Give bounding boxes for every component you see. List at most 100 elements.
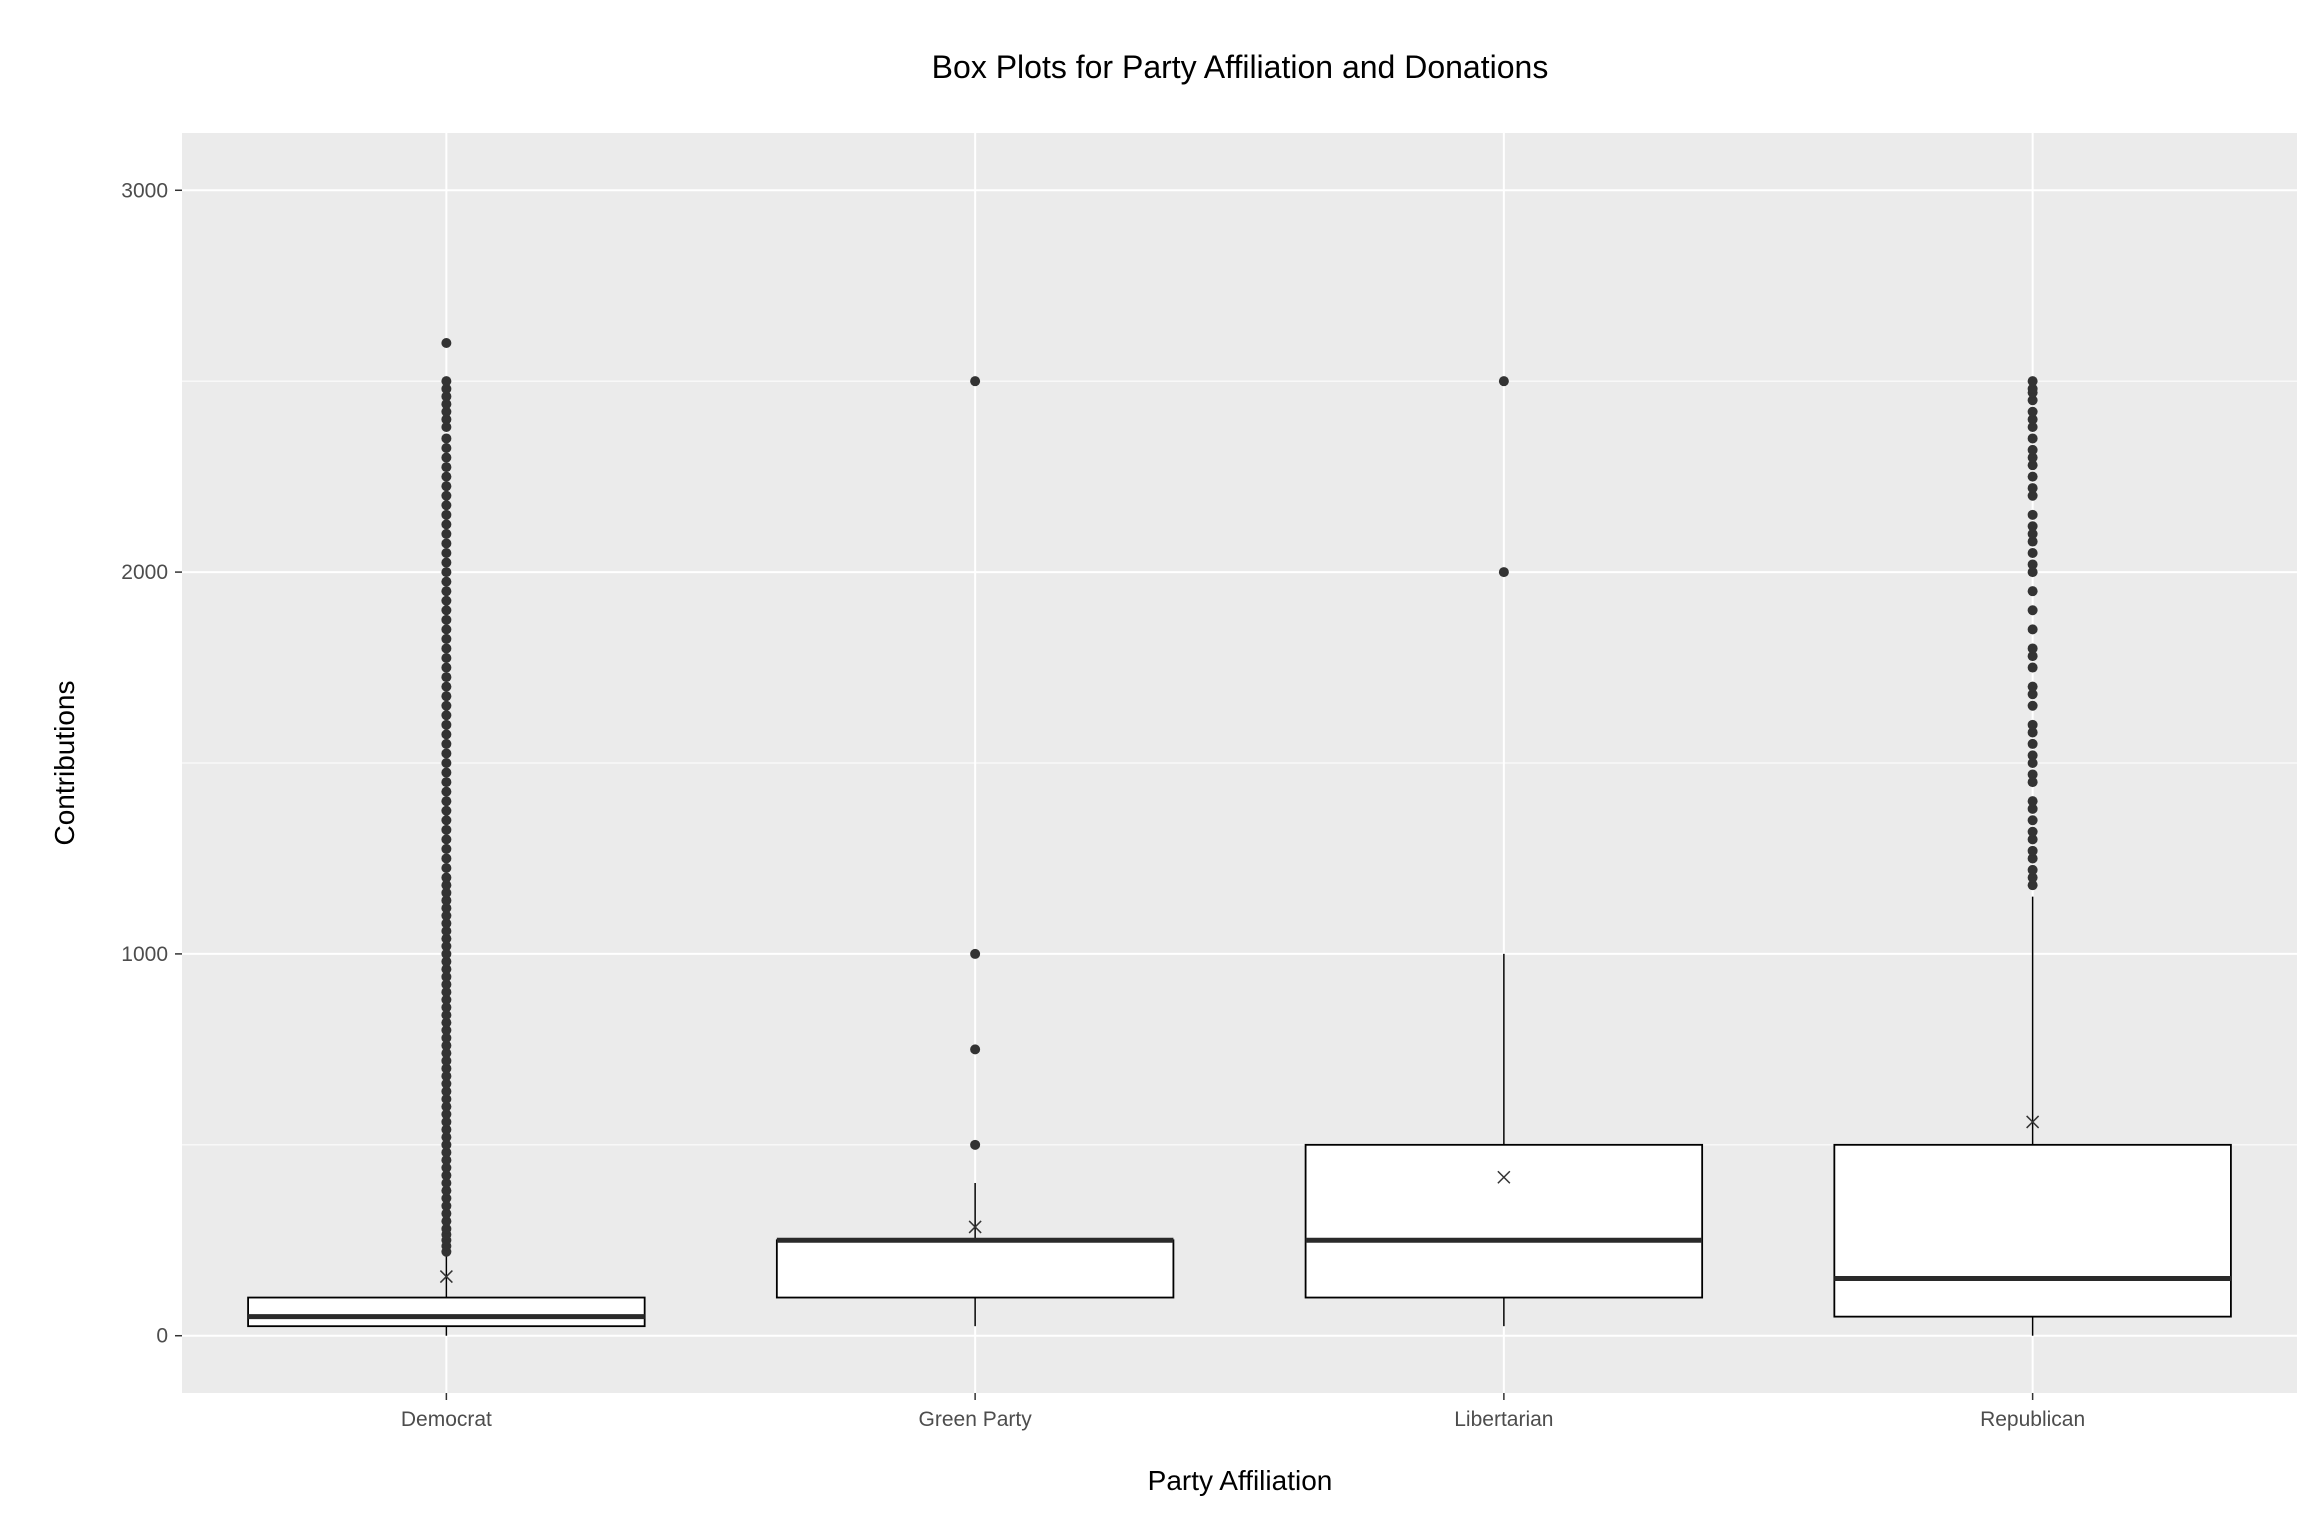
outlier-point (441, 662, 452, 673)
box-body (775, 1239, 1175, 1299)
outlier-point (441, 948, 452, 959)
outlier-point (441, 500, 452, 511)
outlier-point (441, 1063, 452, 1074)
outlier-point (2027, 689, 2038, 700)
outlier-point (2027, 864, 2038, 875)
outlier-point (441, 710, 452, 721)
outlier-point (441, 979, 452, 990)
outlier-point (2027, 662, 2038, 673)
y-axis-title: Contributions (49, 681, 80, 846)
box-body (1304, 1143, 1704, 1299)
outlier-point (441, 796, 452, 807)
outlier-point (970, 1044, 981, 1055)
outlier-point (441, 1124, 452, 1135)
outlier-point (441, 481, 452, 492)
outlier-point (2027, 536, 2038, 547)
outlier-point (2027, 586, 2038, 597)
outlier-point (441, 1155, 452, 1166)
outlier-point (441, 528, 452, 539)
outlier-point (2027, 834, 2038, 845)
outlier-point (441, 376, 452, 387)
x-tick-label: Green Party (919, 1408, 1033, 1431)
outlier-point (441, 1185, 452, 1196)
outlier-point (441, 586, 452, 597)
axis-layer: 0 1000 2000 3000 Democrat Green Party Libertar… (121, 179, 2085, 1431)
outlier-point (2027, 758, 2038, 768)
outlier-point (441, 1002, 452, 1013)
mean-marker (439, 1270, 453, 1284)
outlier-point (2027, 872, 2038, 883)
outlier-point (2027, 651, 2038, 662)
outlier-point (441, 653, 452, 663)
outlier-point (2027, 777, 2038, 788)
outlier-point (2027, 433, 2038, 444)
outlier-point (441, 614, 452, 625)
outlier-point (441, 1193, 452, 1204)
outlier-point (441, 595, 452, 606)
outlier-point (970, 376, 981, 387)
outlier-point (2027, 719, 2038, 730)
outlier-point (441, 672, 452, 683)
mean-marker-stroke (1497, 1170, 1511, 1184)
outlier-point (441, 462, 452, 473)
outlier-point (2027, 559, 2038, 570)
outlier-point (2027, 815, 2038, 826)
outlier-point (441, 548, 452, 558)
outlier-point (2027, 803, 2038, 814)
outlier-point (441, 1139, 452, 1150)
outlier-point (441, 406, 452, 417)
outlier-point (441, 853, 452, 864)
box-body (1833, 1143, 2232, 1318)
outlier-point (441, 1223, 452, 1234)
outlier-point (441, 843, 452, 854)
outlier-point (2027, 796, 2038, 807)
outlier-point (441, 471, 452, 482)
box-body (247, 1296, 646, 1328)
outlier-point (2027, 490, 2038, 501)
outlier-point (2027, 643, 2038, 654)
outlier-point (441, 691, 452, 702)
outlier-point (441, 815, 452, 826)
y-tick-label: 2000 (121, 561, 168, 584)
outlier-point (2027, 624, 2038, 635)
outlier-point (2027, 521, 2038, 532)
box-green-party (775, 376, 1175, 1327)
outlier-point (2027, 845, 2038, 856)
x-tick-label: Democrat (401, 1408, 492, 1431)
outlier-point (441, 509, 452, 520)
outlier-point (2027, 460, 2038, 471)
chart-title: Box Plots for Party Affiliation and Dona… (932, 49, 1549, 85)
outlier-point (441, 1086, 452, 1097)
outlier-point (970, 1139, 981, 1150)
x-axis-title: Party Affiliation (1148, 1465, 1333, 1496)
outlier-point (441, 433, 452, 444)
outlier-point (2027, 509, 2038, 520)
mean-marker (1497, 1170, 1511, 1184)
outlier-point (441, 399, 452, 410)
outlier-point (441, 1025, 452, 1036)
outlier-point (1498, 567, 1509, 578)
outlier-point (441, 971, 452, 982)
outlier-point (441, 824, 452, 835)
outlier-point (441, 452, 452, 463)
outlier-point (441, 719, 452, 730)
outlier-point (2027, 422, 2038, 432)
outlier-point (441, 887, 452, 898)
outlier-point (441, 490, 452, 501)
outlier-point (441, 786, 452, 797)
outlier-point (2027, 605, 2038, 616)
outlier-point (441, 910, 452, 921)
outlier-point (2027, 483, 2038, 494)
outlier-point (441, 918, 452, 929)
outlier-point (441, 1109, 452, 1120)
outlier-point (441, 567, 452, 578)
outlier-point (1498, 376, 1509, 387)
outlier-point (2027, 471, 2038, 482)
outlier-point (441, 1094, 452, 1104)
mean-marker (968, 1220, 982, 1234)
outlier-point (441, 538, 452, 549)
outlier-point (441, 777, 452, 788)
outlier-point (441, 895, 452, 906)
outlier-point (2027, 395, 2038, 406)
outlier-point (441, 863, 452, 873)
